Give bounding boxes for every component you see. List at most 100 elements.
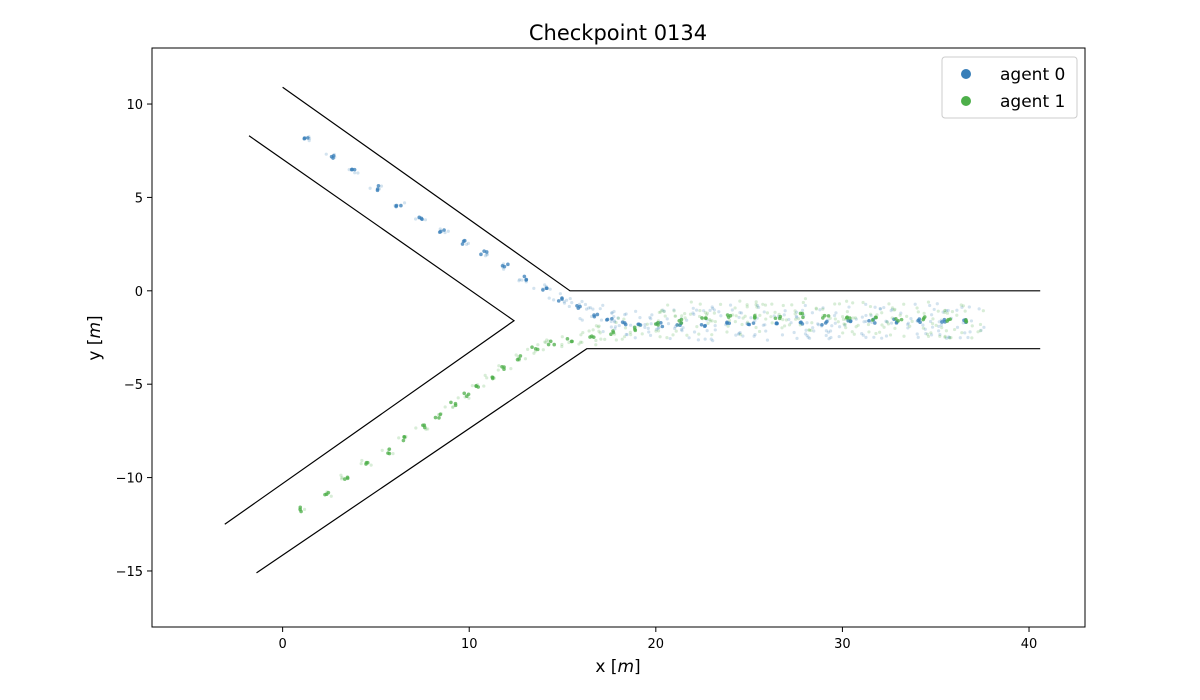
sample-point	[679, 327, 684, 332]
sample-point	[599, 318, 604, 322]
sample-point	[844, 326, 848, 330]
sample-point	[833, 321, 837, 325]
sample-point	[414, 217, 418, 221]
sample-point	[598, 331, 602, 335]
sample-point	[666, 322, 671, 326]
data-point	[331, 154, 336, 158]
sample-point	[656, 329, 661, 333]
sample-point	[665, 335, 669, 340]
sample-point	[889, 309, 893, 313]
sample-point	[672, 308, 676, 312]
y-axis-ticks: 10 5 0 −5 −10 −15	[116, 98, 152, 580]
sample-point	[908, 324, 912, 328]
sample-point	[937, 329, 941, 333]
sample-point	[688, 312, 693, 316]
sample-point	[712, 311, 716, 315]
sample-point	[649, 317, 653, 321]
sample-point	[649, 322, 653, 326]
sample-point	[697, 332, 701, 336]
sample-point	[939, 323, 943, 327]
sample-point	[803, 332, 808, 336]
sample-point	[674, 329, 678, 333]
sample-point	[695, 325, 699, 329]
sample-point	[875, 313, 879, 317]
data-point	[399, 203, 403, 208]
sample-point	[672, 309, 676, 313]
data-point	[870, 318, 875, 322]
sample-point	[640, 332, 644, 336]
sample-point	[845, 299, 849, 303]
sample-point	[833, 317, 837, 321]
sample-point	[726, 324, 730, 328]
sample-point	[913, 302, 917, 306]
data-point	[918, 320, 922, 325]
sample-point	[730, 308, 734, 312]
y-tick-label: 10	[126, 98, 143, 113]
sample-point	[544, 340, 548, 344]
sample-point	[830, 324, 834, 328]
sample-point	[910, 319, 914, 323]
sample-point	[755, 305, 759, 309]
sample-point	[339, 473, 343, 477]
sample-point	[754, 325, 758, 330]
data-point	[700, 316, 704, 320]
data-point	[922, 315, 927, 319]
sample-point	[794, 314, 798, 318]
y-tick-label: −10	[116, 472, 143, 487]
sample-point	[681, 326, 685, 330]
sample-point	[978, 322, 983, 327]
sample-point	[736, 332, 741, 336]
sample-point	[866, 322, 871, 327]
sample-point	[514, 353, 518, 357]
data-point	[874, 315, 878, 320]
sample-point	[906, 326, 910, 330]
sample-point	[938, 332, 942, 337]
sample-point	[922, 311, 926, 316]
sample-point	[787, 317, 791, 322]
sample-point	[925, 332, 930, 336]
sample-point	[763, 323, 767, 327]
sample-point	[368, 186, 372, 190]
sample-point	[712, 308, 716, 312]
sample-point	[591, 307, 595, 311]
sample-point	[727, 318, 732, 322]
sample-point	[885, 320, 889, 324]
sample-point	[719, 314, 723, 318]
sample-point	[612, 319, 617, 323]
sample-point	[680, 329, 684, 333]
sample-point	[657, 326, 661, 330]
sample-point	[885, 320, 889, 324]
sample-point	[880, 336, 884, 340]
data-point	[798, 320, 803, 325]
data-point	[588, 335, 592, 339]
sample-point	[587, 306, 591, 310]
sample-point	[834, 311, 838, 315]
sample-point	[543, 283, 547, 287]
sample-point	[968, 330, 972, 334]
data-point	[610, 316, 614, 321]
x-tick-label: 30	[834, 637, 851, 652]
data-point	[479, 252, 483, 257]
sample-point	[810, 321, 814, 325]
sample-point	[888, 333, 893, 337]
data-point	[419, 216, 424, 221]
sample-point	[734, 333, 738, 337]
sample-point	[770, 321, 774, 325]
sample-point	[548, 287, 552, 291]
sample-point	[648, 315, 652, 320]
sample-point	[616, 316, 620, 320]
sample-point	[523, 357, 528, 361]
sample-point	[659, 310, 663, 314]
sample-point	[583, 302, 588, 307]
sample-point	[804, 328, 808, 332]
sample-point	[763, 303, 768, 307]
sample-point	[934, 323, 938, 327]
sample-point	[838, 325, 842, 329]
sample-point	[756, 305, 761, 309]
data-point	[609, 332, 613, 337]
sample-point	[916, 335, 920, 339]
sample-point	[938, 334, 942, 338]
sample-point	[753, 332, 757, 337]
sample-point	[597, 324, 601, 328]
